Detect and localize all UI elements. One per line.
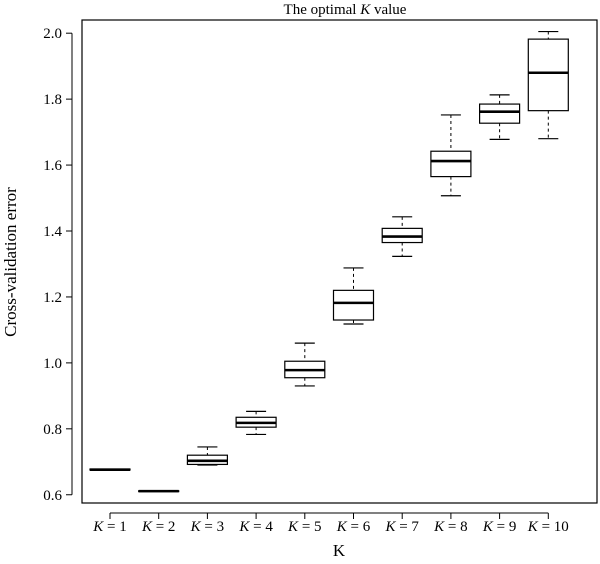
x-tick-label: K = 6 [336, 519, 371, 535]
box-1 [89, 468, 131, 472]
y-axis-label: Cross-validation error [1, 187, 20, 337]
x-tick-label: K = 2 [141, 519, 175, 535]
x-tick-label: K = 10 [527, 519, 569, 535]
iqr-box [479, 103, 521, 124]
x-axis-label: K [333, 541, 346, 560]
x-tick-label: K = 9 [482, 519, 516, 535]
iqr-box [332, 289, 375, 321]
x-tick-label: K = 8 [433, 519, 467, 535]
box-9 [479, 94, 521, 140]
y-axis: 0.6 0.8 1.0 1.2 1.4 1.6 1.8 2.0 [43, 26, 73, 504]
y-tick-label: 1.4 [43, 224, 62, 240]
y-tick-label: 0.6 [43, 488, 62, 504]
y-tick-label: 1.6 [43, 158, 62, 174]
y-tick-label: 1.2 [43, 290, 62, 306]
x-tick-label: K = 3 [190, 519, 224, 535]
iqr-box [527, 38, 569, 112]
iqr-box [430, 150, 472, 178]
box-3 [186, 446, 228, 466]
box-6 [332, 267, 375, 325]
y-tick-label: 2.0 [43, 26, 62, 42]
x-tick-label: K = 1 [92, 519, 126, 535]
plot-frame [81, 19, 598, 504]
y-tick-label: 1.8 [43, 92, 62, 108]
chart-title: The optimal K value [284, 2, 407, 18]
x-tick-label: K = 5 [287, 519, 321, 535]
x-axis: K = 1 K = 2 K = 3 K = 4 K = 5 K = 6 K = 7 K = 8… [92, 512, 569, 535]
box-7 [381, 216, 423, 257]
box-4 [235, 410, 277, 436]
x-tick-label: K = 7 [384, 519, 419, 535]
boxes [89, 30, 569, 493]
box-2 [138, 489, 180, 493]
box-8 [430, 114, 472, 197]
x-tick-label: K = 4 [238, 519, 273, 535]
box-5 [284, 342, 326, 387]
box-10 [527, 30, 569, 140]
y-tick-label: 0.8 [43, 422, 62, 438]
y-tick-label: 1.0 [43, 356, 62, 372]
